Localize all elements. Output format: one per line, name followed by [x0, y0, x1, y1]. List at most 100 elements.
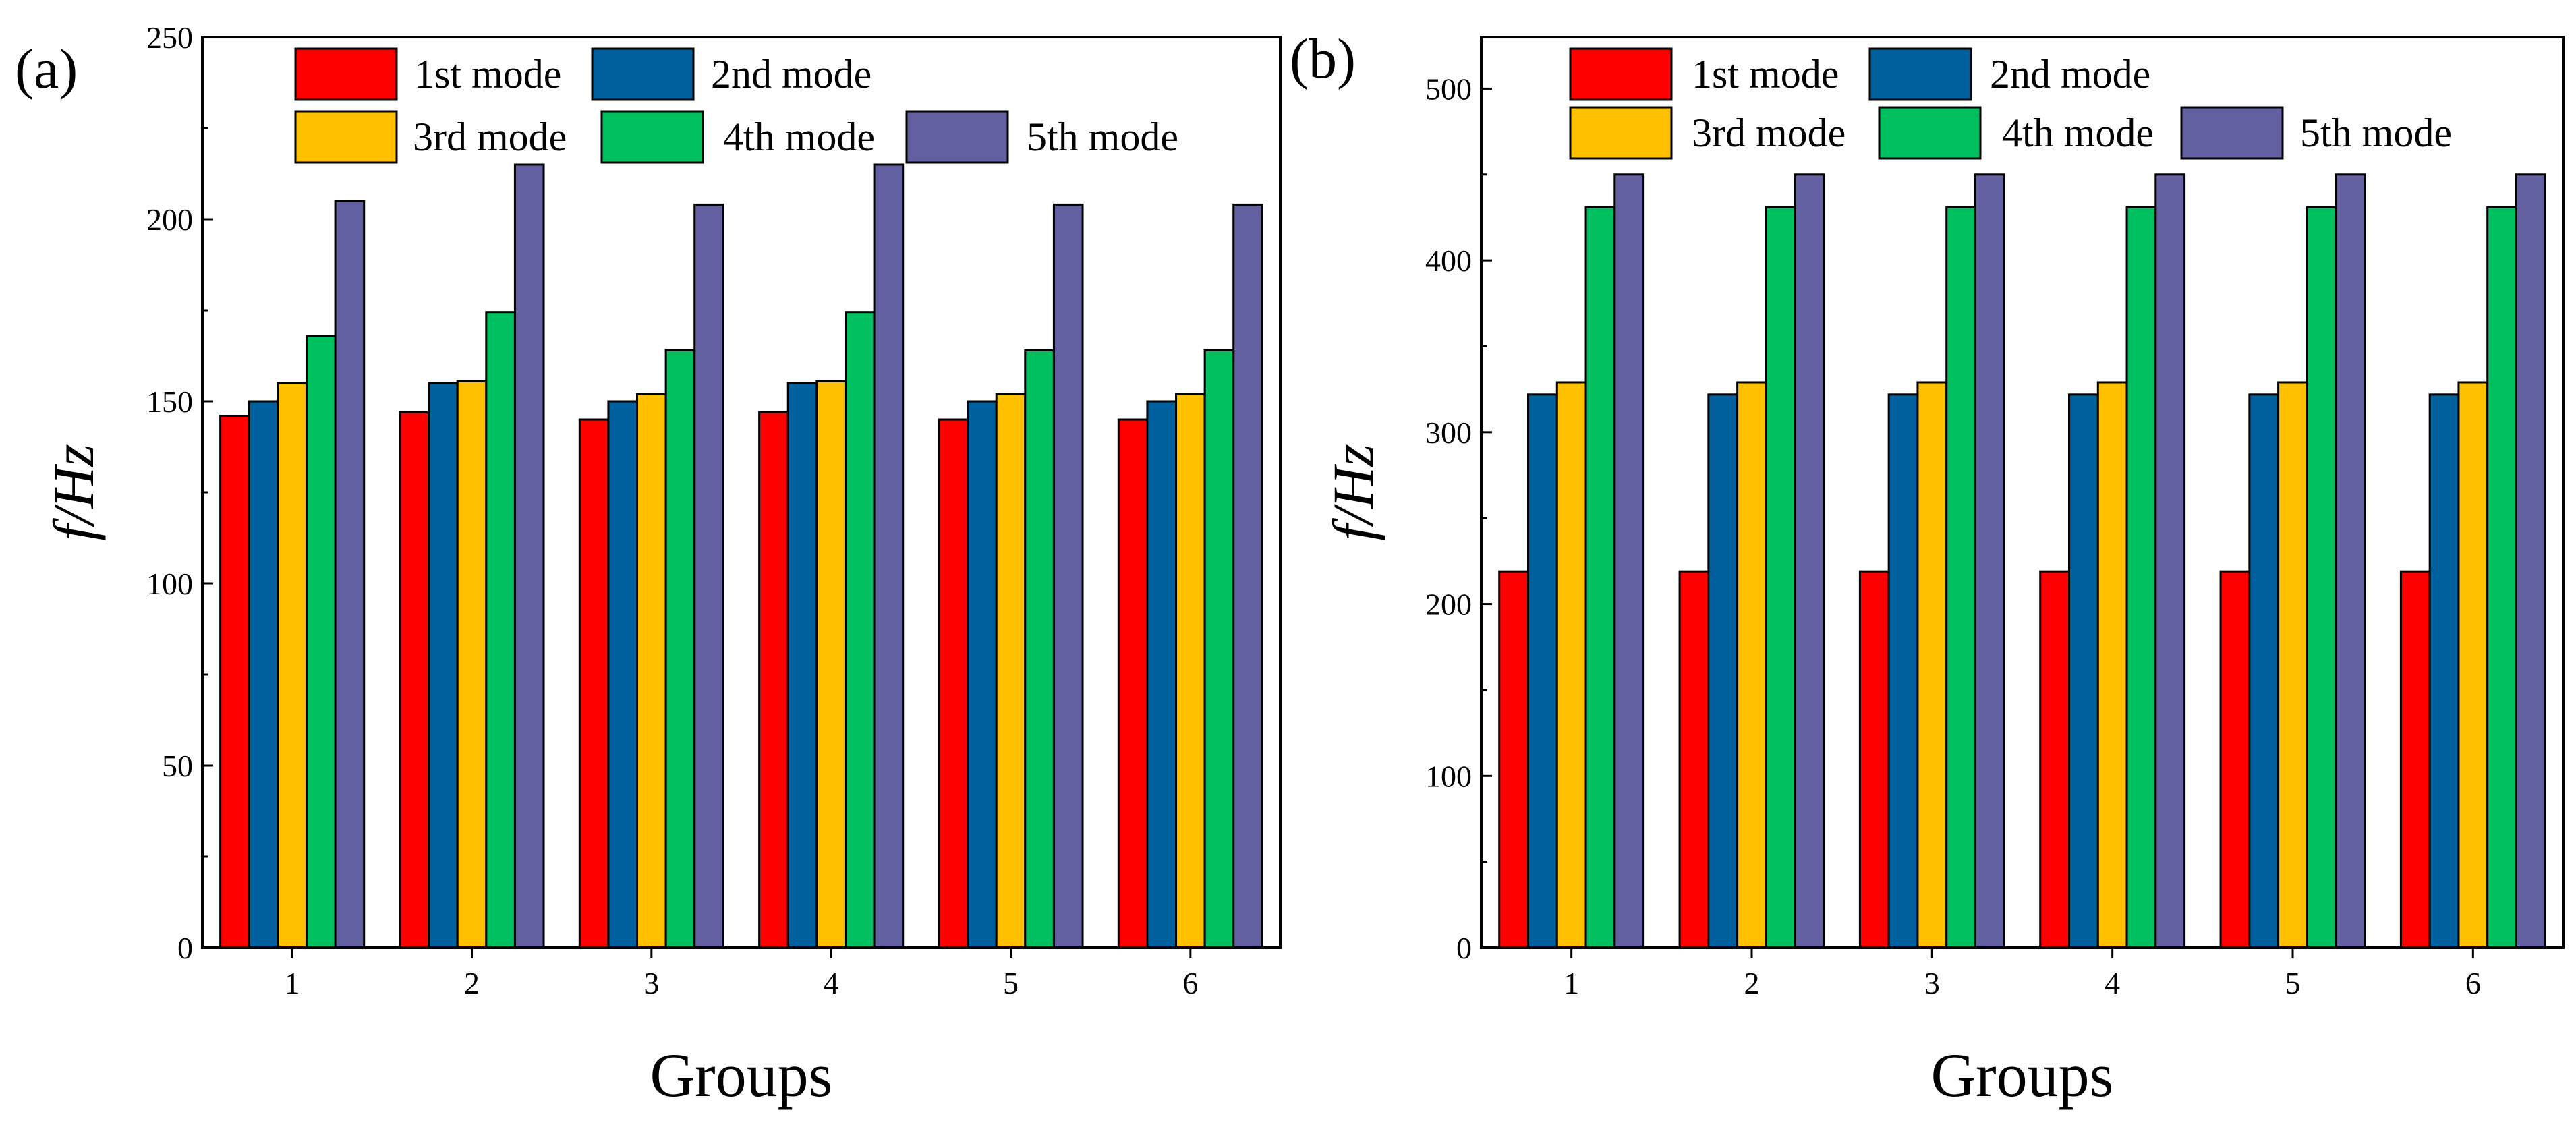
panel-a-bar-s5-g4: [873, 163, 905, 949]
panel-b-bar-s1-g4: [2039, 570, 2071, 949]
panel-a-bar-s4-g2: [485, 311, 516, 949]
panel-b-bar-s2-g3: [1887, 393, 1919, 949]
panel-a-legend-label-1: 1st mode: [414, 52, 561, 96]
panel-a-bar-s1-g6: [1117, 418, 1149, 949]
panel-a-ytick-label: 250: [146, 20, 193, 55]
panel-a-bar-s4-g3: [664, 349, 696, 949]
panel-b-xtick-label: 3: [1924, 966, 1940, 1000]
panel-a-bar-s5-g1: [334, 200, 366, 949]
panel-b-bar-s4-g4: [2125, 206, 2157, 949]
panel-a-bar-s1-g5: [938, 418, 969, 949]
panel-a-bar-s4-g5: [1024, 349, 1055, 949]
panel-a-bar-s2-g4: [786, 382, 818, 949]
panel-b-legend-label-5: 5th mode: [2300, 111, 2452, 155]
panel-b-ytick-label: 500: [1425, 71, 1472, 106]
panel-b-bar-s2-g6: [2428, 393, 2460, 949]
panel-b-legend-swatch-5: [2180, 106, 2284, 160]
panel-b-legend-swatch-3: [1569, 106, 1673, 160]
panel-b-bar-s3-g2: [1736, 381, 1767, 949]
panel-b-bar-s5-g5: [2335, 173, 2366, 949]
panel-b-bar-s5-g1: [1613, 173, 1645, 949]
panel-a-legend-swatch-5: [905, 110, 1009, 164]
panel-b-legend-label-4: 4th mode: [2002, 111, 2154, 155]
panel-a-bar-s3-g4: [815, 380, 847, 949]
panel-a-xlabel: Groups: [650, 1041, 833, 1110]
panel-b-legend-label-2: 2nd mode: [1990, 52, 2150, 96]
panel-a-bar-s4-g1: [305, 335, 337, 949]
panel-b-ytick-label: 100: [1425, 759, 1472, 793]
panel-b-bar-s5-g2: [1794, 173, 1825, 949]
panel-a-bar-s1-g3: [578, 418, 610, 949]
panel-a-bar-s4-g4: [844, 311, 876, 949]
panel-b-bar-s3-g4: [2096, 381, 2128, 949]
panel-a-xtick-label: 5: [1003, 966, 1019, 1000]
panel-b-bar-s4-g6: [2486, 206, 2517, 949]
panel-b-ytick-label: 400: [1425, 243, 1472, 278]
panel-b-bar-s4-g5: [2306, 206, 2337, 949]
panel-b-ylabel: f/Hz: [1321, 444, 1385, 540]
panel-a-legend-swatch-4: [600, 110, 704, 164]
panel-b-plot-frame: [1480, 36, 2565, 949]
panel-a-legend-label-4: 4th mode: [723, 115, 875, 159]
panel-b-bar-s2-g2: [1707, 393, 1739, 949]
panel-b-xtick-label: 1: [1564, 966, 1579, 1000]
panel-a-bar-s2-g6: [1146, 400, 1178, 949]
panel-b-xtick-label: 5: [2285, 966, 2301, 1000]
panel-a-bar-s5-g6: [1232, 203, 1263, 949]
panel-a-bar-s2-g5: [967, 400, 998, 949]
panel-b-bar-s3-g3: [1916, 381, 1948, 949]
panel-b-xtick-label: 6: [2465, 966, 2481, 1000]
panel-b-bar-s3-g5: [2277, 381, 2308, 949]
panel-a-bar-s5-g3: [693, 203, 724, 949]
panel-b-xtick-label: 2: [1744, 966, 1760, 1000]
panel-a-ytick-label: 100: [146, 567, 193, 601]
panel-b-bar-s2-g5: [2248, 393, 2280, 949]
panel-b-bar-s1-g5: [2219, 570, 2251, 949]
panel-a-bar-s3-g5: [995, 393, 1027, 949]
panel-b-bar-s1-g2: [1678, 570, 1710, 949]
panel-b-bar-s4-g1: [1584, 206, 1616, 949]
panel-a-legend-swatch-1: [294, 47, 398, 101]
panel-b-xlabel: Groups: [1931, 1041, 2114, 1110]
panel-a-bar-s3-g2: [456, 380, 488, 949]
panel-b-bar-s4-g3: [1945, 206, 1976, 949]
panel-a-bar-s3-g1: [277, 382, 308, 949]
panel-b-bar-s1-g1: [1498, 570, 1530, 949]
panel-a-legend-label-2: 2nd mode: [711, 52, 871, 96]
panel-b-bar-s2-g4: [2068, 393, 2099, 949]
panel-b-legend-label-3: 3rd mode: [1692, 111, 1845, 155]
panel-a-bar-s1-g2: [399, 411, 430, 949]
panel-a-legend-label-3: 3rd mode: [413, 115, 567, 159]
panel-a-bar-s1-g4: [758, 411, 789, 949]
panel-a-legend-label-5: 5th mode: [1027, 115, 1178, 159]
panel-b-bar-s4-g2: [1765, 206, 1796, 949]
panel-b-bar-s3-g6: [2457, 381, 2489, 949]
panel-a-bar-s2-g3: [607, 400, 639, 949]
panel-a-ytick-label: 50: [162, 749, 193, 783]
panel-a-bar-s3-g3: [636, 393, 667, 949]
panel-b-ytick-label: 200: [1425, 587, 1472, 622]
panel-a-ylabel: f/Hz: [41, 444, 106, 540]
panel-a-legend-swatch-3: [294, 110, 398, 164]
panel-a-xtick-label: 1: [285, 966, 300, 1000]
panel-b-bar-s1-g6: [2399, 570, 2431, 949]
panel-b-legend-swatch-2: [1868, 47, 1972, 101]
panel-b-bar-s5-g6: [2515, 173, 2546, 949]
panel-b-xtick-label: 4: [2105, 966, 2120, 1000]
panel-a-bar-s5-g2: [513, 163, 545, 949]
panel-b-legend-label-1: 1st mode: [1692, 52, 1839, 96]
panel-a-bar-s2-g2: [428, 382, 459, 949]
panel-b-bar-s3-g1: [1555, 381, 1587, 949]
panel-b-legend-swatch-1: [1569, 47, 1673, 101]
panel-b-bar-s2-g1: [1527, 393, 1558, 949]
panel-a-bar-s5-g5: [1052, 203, 1084, 949]
panel-a-label: (a): [15, 38, 78, 100]
panel-b-ytick-label: 0: [1456, 931, 1472, 965]
panel-b-bar-s5-g3: [1974, 173, 2005, 949]
panel-b-label: (b): [1290, 28, 1356, 90]
panel-a-ytick-label: 200: [146, 202, 193, 237]
panel-a-xtick-label: 4: [824, 966, 839, 1000]
panel-a-bar-s4-g6: [1203, 349, 1235, 949]
panel-a-xtick-label: 2: [464, 966, 480, 1000]
